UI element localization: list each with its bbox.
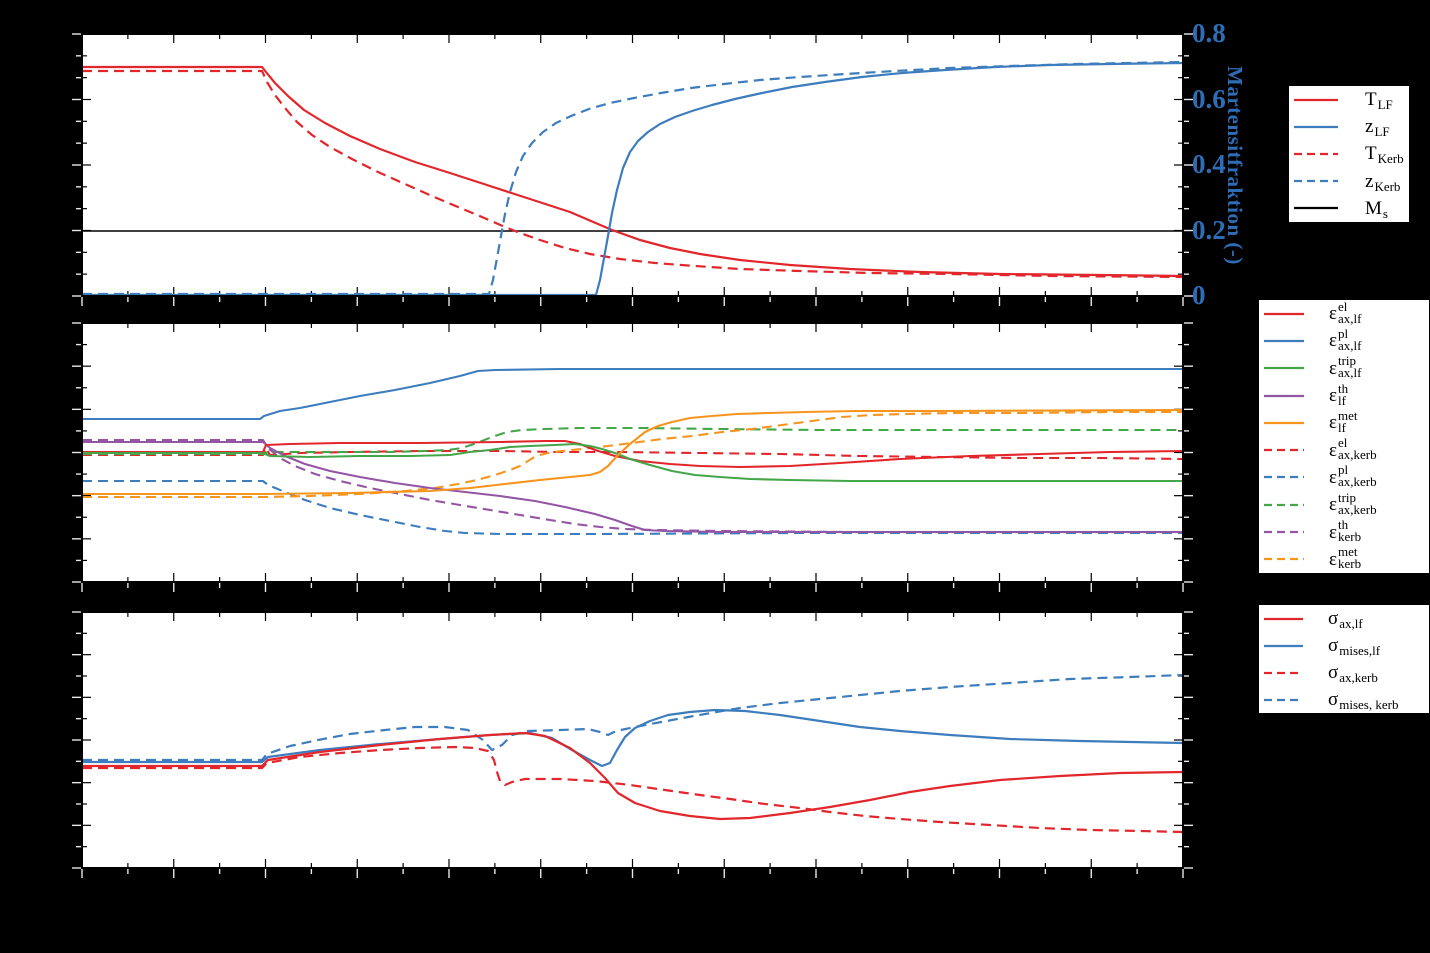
legend-stress-entry: σ mises,lf (1259, 635, 1429, 658)
series-eps_trip_ax_lf (82, 442, 1183, 483)
series-T_Kerb (82, 69, 1183, 279)
legend-line-sample (1264, 644, 1303, 647)
strain-panel (72, 322, 1193, 592)
legend-strain-entry: ε met lf (1259, 407, 1429, 435)
legend-line-sample (1264, 617, 1303, 620)
series-eps_met_lf (82, 408, 1183, 496)
legend-strain-entry: ε met kerb (1259, 544, 1429, 572)
legend-strain-entry: ε el ax,kerb (1259, 435, 1429, 463)
legend-line-sample (1294, 152, 1338, 156)
y2-tick-label: 0.2 (1192, 214, 1226, 245)
legend-entry-label: σ mises,lf (1328, 635, 1381, 658)
legend-entry-label: ε el ax,kerb (1329, 435, 1377, 463)
legend-entry-label: ε met lf (1329, 407, 1358, 435)
legend-entry-label: z Kerb (1365, 170, 1401, 194)
legend-stress-entry: σ ax,lf (1259, 608, 1429, 631)
legend-line-sample (1264, 312, 1304, 315)
series-T_LF (82, 65, 1183, 278)
y2-tick-label: 0.8 (1192, 18, 1226, 48)
strain-panel-axis-box (81, 322, 1184, 583)
legend-line-sample (1294, 98, 1338, 101)
legend-line-sample (1264, 671, 1303, 674)
legend-strain-entry: ε th lf (1259, 380, 1429, 408)
stress-panel-axis-box (81, 611, 1184, 869)
legend-line-sample (1264, 394, 1304, 397)
legend-line-sample (1264, 367, 1304, 370)
right-axis-title: Martensitfraktion (-) (1223, 65, 1247, 265)
legend-entry-label: z LF (1365, 116, 1390, 140)
legend-line-sample (1264, 421, 1304, 424)
legend-entry-label: ε th kerb (1329, 517, 1362, 545)
legend-line-sample (1264, 503, 1304, 506)
legend-line-sample (1294, 207, 1338, 210)
series-sigma_ax_kerb (82, 745, 1183, 834)
legend-entry-label: ε trip ax,lf (1329, 353, 1362, 381)
legend-strain-entry: ε pl ax,kerb (1259, 462, 1429, 490)
legend-line-sample (1264, 530, 1304, 534)
legend-entry-label: T LF (1365, 89, 1393, 113)
legend-temperature-entry: T Kerb (1289, 143, 1409, 167)
legend-temperature-entry: z Kerb (1289, 170, 1409, 194)
legend-stress-entry: σ mises, kerb (1259, 689, 1429, 712)
legend-entry-label: ε pl ax,lf (1329, 325, 1362, 353)
temperature-martensite-panel-background (82, 34, 1183, 296)
legend-entry-label: σ ax,kerb (1328, 662, 1378, 685)
legend-entry-label: σ ax,lf (1328, 608, 1363, 631)
series-eps_pl_ax_lf (82, 367, 1183, 421)
temperature-martensite-panel-axis-box (81, 33, 1184, 297)
legend-line-sample (1264, 449, 1304, 452)
y2-tick-label: 0.4 (1192, 149, 1226, 179)
legend-entry-label: ε trip ax,kerb (1329, 489, 1377, 517)
legend-line-sample (1294, 180, 1338, 183)
legend-strain-entry: ε pl ax,lf (1259, 325, 1429, 353)
stress-panel (72, 611, 1193, 878)
legend-line-sample (1264, 339, 1304, 343)
legend-temperature-entry: T LF (1289, 89, 1409, 113)
series-eps_el_ax_lf (82, 439, 1183, 469)
legend-strain-entry: ε el ax,lf (1259, 299, 1429, 326)
y2-tick-label: 0 (1192, 280, 1206, 310)
legend-stress-entry: σ ax,kerb (1259, 662, 1429, 685)
y2-tick-label: 0.6 (1192, 83, 1226, 114)
temperature-martensite-panel (72, 33, 1193, 306)
legend-entry-label: ε el ax,lf (1329, 299, 1362, 326)
legend-line-sample (1294, 125, 1338, 128)
legend-strain-entry: ε trip ax,kerb (1259, 489, 1429, 517)
legend-entry-label: ε th lf (1329, 380, 1349, 408)
legend-strain-entry: ε th kerb (1259, 517, 1429, 545)
legend-temperature-entry: z LF (1289, 116, 1409, 140)
series-eps_pl_ax_kerb (82, 479, 1183, 536)
series-z_Kerb (82, 60, 1183, 296)
series-sigma_ax_lf (82, 731, 1183, 821)
legend-stress: σ ax,lf σ mises,lf σ ax,kerb σ mises, kerb (1258, 604, 1430, 714)
series-z_LF (82, 61, 1183, 296)
series-eps_trip_ax_kerb (82, 426, 1183, 456)
legend-entry-label: T Kerb (1365, 143, 1404, 167)
legend-line-sample (1264, 698, 1303, 701)
legend-strain: ε el ax,lf ε pl ax,lf ε trip ax,lf ε th lf ε met lf ε el… (1258, 299, 1430, 574)
legend-entry-label: ε met kerb (1329, 544, 1362, 572)
legend-strain-entry: ε trip ax,lf (1259, 353, 1429, 381)
legend-entry-label: ε pl ax,kerb (1329, 462, 1377, 490)
legend-line-sample (1264, 558, 1304, 561)
legend-line-sample (1264, 476, 1304, 479)
legend-entry-label: σ mises, kerb (1328, 689, 1399, 712)
